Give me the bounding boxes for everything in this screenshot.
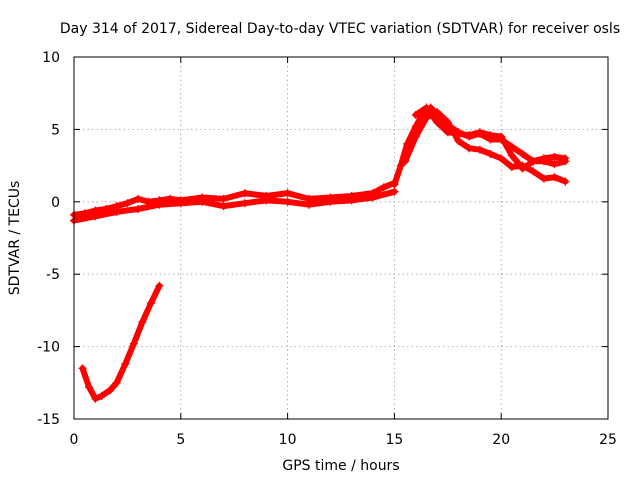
data-point: [304, 200, 313, 209]
data-point: [91, 394, 100, 403]
data-point: [454, 136, 463, 145]
data-series: [70, 103, 570, 403]
x-tick-label: 15: [385, 432, 403, 448]
data-point: [539, 154, 548, 163]
data-point: [379, 183, 388, 192]
data-point: [411, 132, 420, 141]
y-tick-label: 5: [51, 122, 60, 138]
axis-ticks: 0 5 10 15 20 25 -15 -10 -5 0 5 10: [37, 50, 617, 448]
data-point: [507, 151, 516, 160]
data-point: [443, 118, 452, 127]
data-point: [518, 164, 527, 173]
x-axis-label: GPS time / hours: [282, 458, 399, 474]
data-point: [326, 197, 335, 206]
data-point: [112, 378, 121, 387]
y-tick-label: 10: [42, 50, 60, 66]
data-point: [283, 189, 292, 198]
data-point: [123, 199, 132, 208]
data-point: [475, 145, 484, 154]
data-point: [475, 128, 484, 137]
data-point: [465, 131, 474, 140]
data-point: [433, 108, 442, 117]
data-point: [240, 199, 249, 208]
data-point: [390, 187, 399, 196]
plot-frame: [73, 56, 609, 420]
data-point: [411, 110, 420, 119]
data-point: [550, 152, 559, 161]
x-tick-label: 0: [70, 432, 79, 448]
x-tick-label: 25: [599, 432, 617, 448]
data-point: [422, 103, 431, 112]
data-point: [240, 189, 249, 198]
series-arc-6: [78, 281, 164, 403]
series-line: [71, 180, 398, 218]
data-point: [433, 118, 442, 127]
grid: [74, 57, 608, 419]
series-arc-4: [401, 108, 570, 186]
x-tick-label: 20: [492, 432, 510, 448]
data-point: [529, 167, 538, 176]
data-point: [422, 113, 431, 122]
data-point: [369, 193, 378, 202]
data-point: [121, 359, 130, 368]
data-point: [539, 174, 548, 183]
data-point: [78, 364, 87, 373]
data-point: [134, 194, 143, 203]
data-point: [97, 391, 106, 400]
data-point: [283, 197, 292, 206]
y-tick-label: -5: [46, 267, 60, 283]
data-point: [550, 173, 559, 182]
data-point: [219, 194, 228, 203]
data-point: [198, 197, 207, 206]
data-point: [138, 317, 147, 326]
x-tick-label: 10: [279, 432, 297, 448]
data-point: [561, 154, 570, 163]
y-tick-label: -15: [37, 412, 60, 428]
series-line: [71, 188, 398, 224]
data-point: [219, 202, 228, 211]
data-point: [146, 299, 155, 308]
data-point: [262, 196, 271, 205]
data-point: [486, 150, 495, 159]
data-point: [465, 144, 474, 153]
y-tick-label: -10: [37, 340, 60, 356]
y-tick-label: 0: [51, 195, 60, 211]
data-point: [529, 157, 538, 166]
data-point: [497, 132, 506, 141]
series-arc-5: [411, 103, 570, 173]
data-point: [347, 196, 356, 205]
chart-title: Day 314 of 2017, Sidereal Day-to-day VTE…: [60, 21, 620, 37]
x-tick-label: 5: [176, 432, 185, 448]
data-point: [84, 383, 93, 392]
data-point: [401, 157, 410, 166]
data-point: [390, 180, 399, 189]
data-point: [134, 205, 143, 214]
data-point: [106, 386, 115, 395]
data-point: [176, 199, 185, 208]
data-point: [518, 150, 527, 159]
series-line: [402, 109, 569, 185]
data-point: [550, 160, 559, 169]
data-point: [507, 163, 516, 172]
data-point: [486, 131, 495, 140]
data-point: [561, 177, 570, 186]
data-point: [155, 200, 164, 209]
y-axis-label: SDTVAR / TECUs: [7, 181, 23, 296]
data-point: [443, 128, 452, 137]
data-point: [454, 129, 463, 138]
data-point: [129, 339, 138, 348]
data-point: [112, 207, 121, 216]
data-point: [91, 212, 100, 221]
data-point: [155, 281, 164, 290]
data-point: [396, 161, 405, 170]
data-point: [497, 154, 506, 163]
